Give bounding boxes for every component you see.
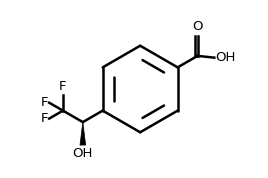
Text: OH: OH (73, 147, 93, 160)
Text: F: F (59, 80, 67, 93)
Text: OH: OH (215, 51, 236, 64)
Polygon shape (80, 122, 86, 145)
Text: F: F (40, 112, 48, 125)
Text: F: F (40, 96, 48, 109)
Text: O: O (192, 20, 203, 33)
